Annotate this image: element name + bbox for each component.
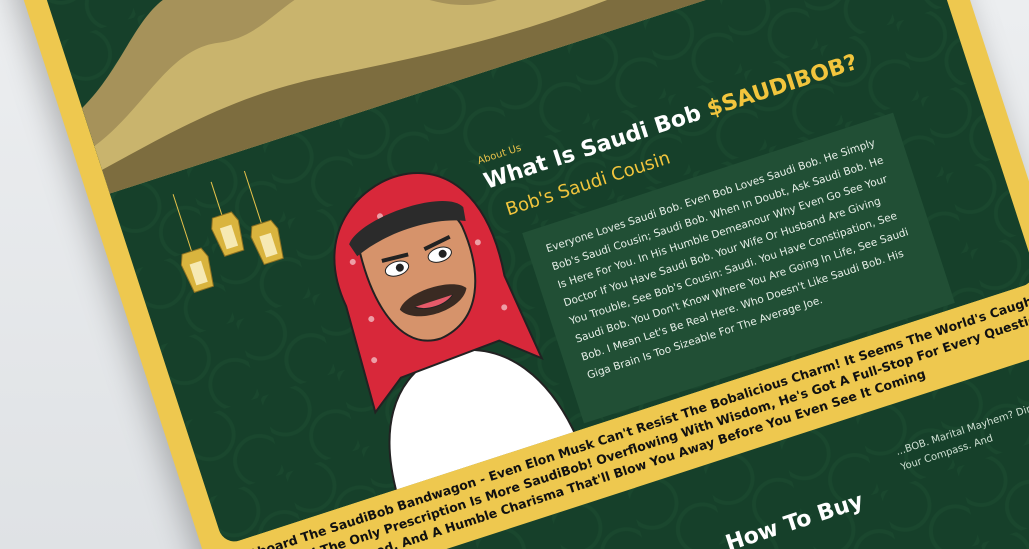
saudi-bob-character-illustration (333, 172, 584, 511)
hanging-lanterns-icon (172, 170, 284, 293)
desert-mountains-illustration (81, 0, 924, 194)
about-section: Buy $SAUDIBOB (35, 0, 1029, 546)
website-page: Buy $SAUDIBOB (9, 0, 1029, 549)
